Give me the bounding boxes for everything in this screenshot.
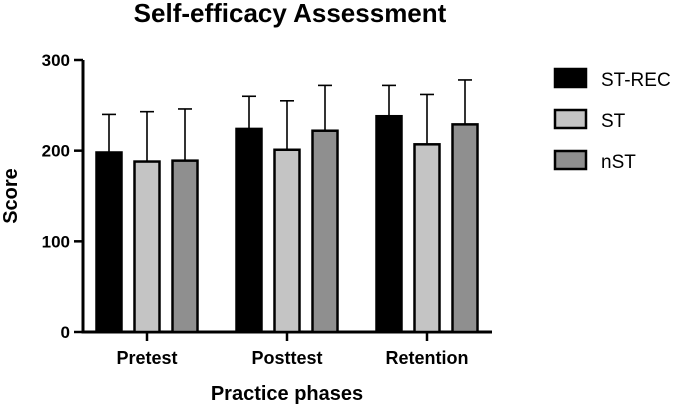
legend: ST-REC ST nST bbox=[553, 67, 671, 173]
y-tick-label: 100 bbox=[42, 232, 70, 251]
bar-nst-pretest bbox=[171, 159, 199, 334]
legend-label-nst: nST bbox=[601, 152, 636, 173]
x-tick-label: Pretest bbox=[116, 348, 177, 368]
x-tick-label: Posttest bbox=[251, 348, 322, 368]
bar-st-rec-posttest bbox=[235, 127, 263, 334]
y-tick-label: 300 bbox=[42, 51, 70, 70]
y-axis-label: Score bbox=[0, 168, 22, 224]
bar-st-posttest bbox=[273, 148, 301, 334]
legend-swatch-nst bbox=[553, 149, 588, 171]
y-tick-label: 0 bbox=[61, 323, 70, 342]
x-axis-label: Practice phases bbox=[211, 383, 363, 405]
bar-nst-posttest bbox=[311, 129, 339, 334]
legend-swatch-st bbox=[553, 108, 588, 130]
chart-title: Self-efficacy Assessment bbox=[134, 0, 447, 28]
legend-swatch-st-rec bbox=[553, 67, 588, 89]
bar-st-pretest bbox=[133, 160, 161, 334]
legend-label-st-rec: ST-REC bbox=[601, 70, 671, 91]
bar-nst-retention bbox=[451, 123, 479, 334]
y-tick-label: 200 bbox=[42, 142, 70, 161]
bar-st-rec-retention bbox=[375, 114, 403, 334]
bar-st-retention bbox=[413, 143, 441, 334]
legend-label-st: ST bbox=[601, 111, 626, 132]
plot-area: 0 100 200 300 Pretest Posttest Retention bbox=[42, 51, 492, 368]
bar-st-rec-pretest bbox=[95, 151, 123, 334]
x-tick-label: Retention bbox=[386, 348, 469, 368]
